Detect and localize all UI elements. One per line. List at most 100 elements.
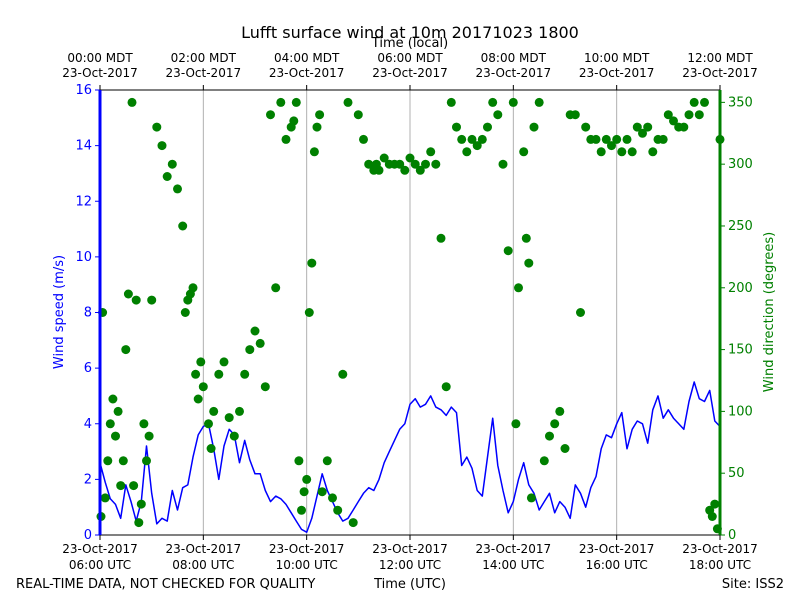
direction-point-25 [173,184,182,194]
direction-point-112 [545,431,554,441]
direction-point-23 [162,172,172,181]
top-tick-date-1: 23-Oct-2017 [166,66,242,80]
right-tick-label-7: 350 [728,95,753,110]
direction-point-113 [550,419,560,429]
direction-point-22 [157,141,167,151]
direction-point-56 [297,505,306,515]
direction-point-60 [307,258,317,268]
right-tick-label-6: 300 [728,157,753,172]
left-tick-label-3: 6 [84,361,92,376]
direction-point-103 [511,419,521,429]
direction-point-26 [178,221,188,231]
direction-point-72 [359,134,368,144]
bottom-tick-date-2: 23-Oct-2017 [269,542,345,556]
direction-point-93 [462,147,472,157]
left-tick-label-5: 10 [75,250,92,265]
top-tick-time-3: 06:00 MDT [377,51,443,65]
direction-point-36 [206,444,216,453]
direction-point-95 [472,141,482,151]
direction-point-57 [299,487,309,497]
direction-point-65 [322,456,332,466]
bottom-tick-date-5: 23-Oct-2017 [579,542,655,556]
direction-point-122 [596,147,606,157]
direction-point-67 [333,505,343,515]
direction-point-145 [710,499,720,509]
direction-point-99 [493,110,503,120]
direction-point-105 [519,147,529,157]
direction-point-33 [196,357,206,367]
right-tick-label-2: 100 [728,404,753,419]
direction-point-81 [400,165,410,175]
direction-point-46 [255,338,265,348]
left-tick-label-6: 12 [75,194,92,209]
direction-point-45 [250,326,260,336]
direction-point-47 [260,382,270,392]
direction-point-8 [116,481,126,491]
direction-point-140 [689,97,699,107]
direction-point-108 [526,493,536,503]
direction-point-14 [131,295,141,305]
top-tick-time-0: 00:00 MDT [67,51,133,65]
direction-point-59 [304,308,314,317]
direction-point-97 [483,122,492,132]
direction-point-144 [707,512,717,521]
direction-point-5 [108,394,118,404]
right-tick-label-0: 0 [728,528,736,543]
direction-point-101 [503,246,513,256]
direction-point-115 [560,444,570,453]
direction-point-125 [612,134,622,144]
bottom-tick-date-3: 23-Oct-2017 [372,542,448,556]
direction-point-15 [134,518,144,528]
direction-point-106 [521,233,531,243]
direction-point-13 [129,481,139,491]
direction-point-70 [348,518,358,528]
direction-point-104 [514,283,523,293]
direction-point-34 [198,382,208,392]
direction-point-139 [684,110,694,120]
direction-point-62 [312,122,322,132]
direction-point-127 [622,134,632,144]
direction-point-96 [477,134,487,144]
speed-series [99,381,721,533]
direction-point-124 [607,141,616,151]
left-tick-label-8: 16 [75,83,92,98]
bottom-tick-time-3: 12:00 UTC [379,558,441,572]
bottom-tick-time-4: 14:00 UTC [482,558,544,572]
direction-point-131 [643,122,653,132]
direction-point-119 [581,122,591,132]
direction-point-100 [498,159,508,169]
bottom-tick-date-4: 23-Oct-2017 [476,542,552,556]
right-tick-label-1: 50 [728,466,745,481]
left-tick-label-4: 8 [84,306,92,321]
direction-point-87 [431,159,441,169]
direction-point-7 [113,406,123,416]
chart-title: Lufft surface wind at 10m 20171023 1800 [241,23,579,42]
direction-point-107 [524,258,534,268]
direction-point-128 [627,147,637,157]
bottom-axis-label: Time (UTC) [373,577,446,592]
direction-point-20 [147,295,157,305]
bottom-tick-time-0: 06:00 UTC [69,558,131,572]
direction-point-69 [343,97,353,107]
direction-point-82 [405,153,415,163]
direction-point-16 [136,499,146,509]
left-tick-label-1: 2 [84,472,92,487]
direction-point-90 [446,97,456,107]
direction-point-71 [353,110,363,120]
bottom-tick-date-0: 23-Oct-2017 [62,542,138,556]
direction-point-94 [467,134,477,144]
direction-point-138 [679,122,689,132]
direction-point-12 [127,97,137,107]
bottom-tick-time-5: 16:00 UTC [586,558,648,572]
direction-point-6 [111,431,120,441]
direction-point-142 [700,97,709,107]
direction-point-136 [669,116,678,126]
direction-point-68 [338,369,348,379]
direction-point-49 [271,283,281,293]
bottom-tick-time-2: 10:00 UTC [276,558,338,572]
right-tick-label-4: 200 [728,281,753,296]
bottom-tick-date-6: 23-Oct-2017 [682,542,758,556]
top-tick-date-3: 23-Oct-2017 [372,66,448,80]
